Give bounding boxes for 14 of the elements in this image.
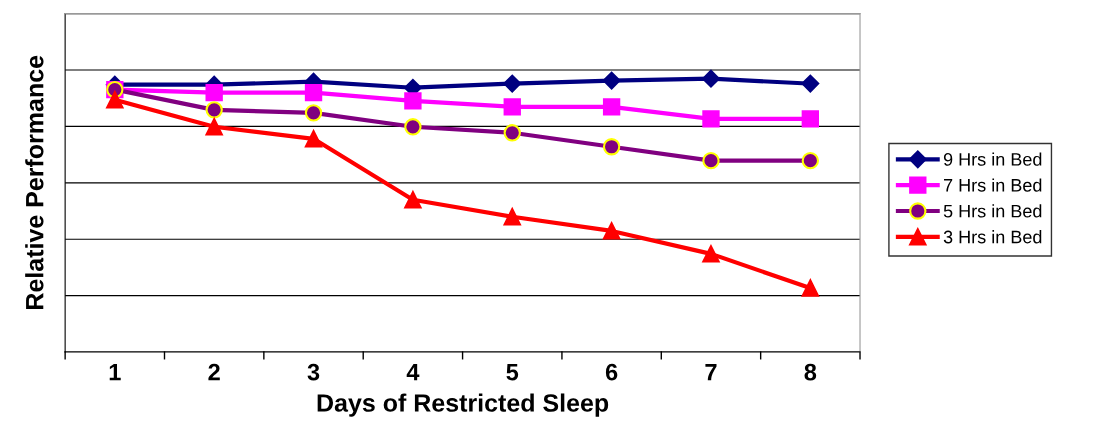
x-tick-label: 6 (605, 363, 618, 381)
x-tick-label: 5 (506, 363, 519, 381)
legend-label: 9 Hrs in Bed (943, 152, 1042, 166)
x-tick-label: 1 (109, 363, 121, 381)
x-tick-label: 2 (208, 363, 220, 381)
x-tick-label: 8 (804, 363, 817, 381)
x-axis-title: Days of Restricted Sleep (317, 393, 609, 417)
x-tick-label: 4 (406, 363, 420, 381)
legend-label: 5 Hrs in Bed (943, 204, 1042, 218)
legend-label: 7 Hrs in Bed (944, 178, 1042, 192)
legend-label: 3 Hrs in Bed (943, 230, 1042, 244)
y-axis-title: Relative Performance (25, 55, 44, 309)
x-tick-label: 7 (705, 363, 717, 381)
x-tick-label: 3 (307, 363, 320, 381)
